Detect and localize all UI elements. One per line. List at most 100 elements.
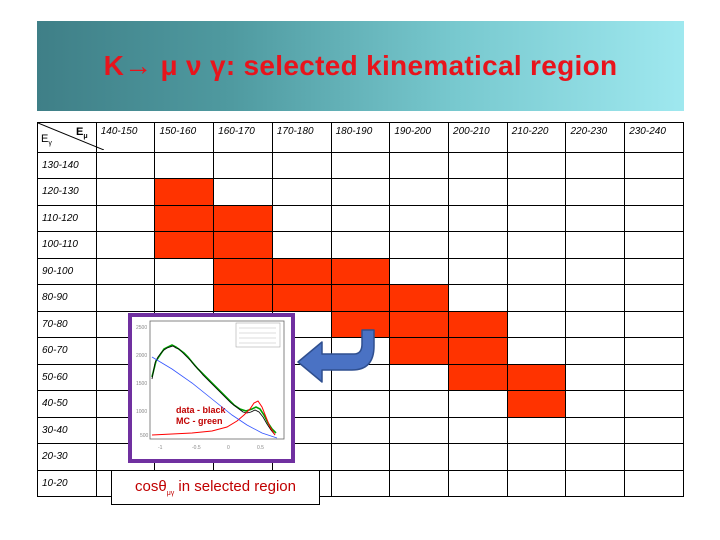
selected-cell (330, 284, 391, 312)
empty-cell (565, 363, 626, 391)
empty-cell (506, 416, 567, 444)
empty-cell (506, 443, 567, 471)
svg-text:0: 0 (227, 445, 230, 451)
empty-cell (448, 469, 508, 497)
empty-cell (624, 337, 684, 365)
empty-cell (624, 310, 684, 338)
row-label: 30-40 (37, 416, 97, 444)
table-row: 130-140 (37, 151, 684, 179)
selected-cell (271, 257, 332, 285)
row-label: 10-20 (37, 469, 97, 497)
plot-ticks: 2500 2000 1500 1000 500 -1 -0.5 0 0.5 (136, 325, 264, 451)
empty-cell (565, 310, 626, 338)
empty-cell (448, 416, 508, 444)
empty-cell (565, 443, 626, 471)
selected-cell (389, 337, 450, 365)
svg-text:-1: -1 (158, 445, 163, 451)
col-header: 210-220 (506, 122, 567, 153)
empty-cell (389, 231, 450, 259)
empty-cell (624, 204, 684, 232)
empty-cell (271, 151, 332, 179)
red-curve (151, 400, 276, 436)
cos-theta-plot-inset: 2500 2000 1500 1000 500 -1 -0.5 0 0.5 da… (128, 313, 295, 463)
table-row: 80-90 (37, 284, 684, 312)
empty-cell (624, 284, 684, 312)
corner-cell: Eμ Eγ (37, 122, 104, 153)
selected-cell (506, 363, 567, 391)
table-row: 70-80 (37, 310, 684, 338)
selected-cell (154, 178, 215, 206)
row-label: 80-90 (37, 284, 97, 312)
empty-cell (330, 390, 391, 418)
empty-cell (448, 231, 508, 259)
col-header: 150-160 (154, 122, 215, 153)
empty-cell (506, 231, 567, 259)
e-gamma-label: Eγ (41, 133, 52, 148)
empty-cell (389, 178, 450, 206)
empty-cell (448, 204, 508, 232)
empty-cell (506, 284, 567, 312)
empty-cell (389, 151, 450, 179)
svg-text:500: 500 (140, 433, 149, 439)
empty-cell (565, 178, 626, 206)
col-header: 140-150 (95, 122, 156, 153)
empty-cell (389, 443, 450, 471)
col-header: 230-240 (624, 122, 684, 153)
row-label: 90-100 (37, 257, 97, 285)
row-label: 20-30 (37, 443, 97, 471)
row-label: 60-70 (37, 337, 97, 365)
cos-theta-plot: 2500 2000 1500 1000 500 -1 -0.5 0 0.5 (136, 320, 285, 451)
table-row: 120-130 (37, 178, 684, 206)
col-header: 160-170 (213, 122, 273, 153)
selected-cell (213, 257, 273, 285)
empty-cell (330, 443, 391, 471)
empty-cell (506, 469, 567, 497)
empty-cell (330, 416, 391, 444)
empty-cell (565, 390, 626, 418)
corner-diagonal (38, 123, 104, 150)
plot-stat-box (235, 322, 281, 348)
row-label: 70-80 (37, 310, 97, 338)
data-curve (151, 345, 276, 436)
plot-stat-lines (239, 327, 276, 344)
empty-cell (448, 284, 508, 312)
empty-cell (213, 151, 273, 179)
svg-text:-0.5: -0.5 (192, 445, 201, 451)
empty-cell (95, 231, 156, 259)
empty-cell (624, 416, 684, 444)
col-header: 200-210 (448, 122, 508, 153)
empty-cell (154, 257, 215, 285)
mc-curve (151, 344, 277, 434)
selected-cell (213, 231, 273, 259)
col-header: 190-200 (389, 122, 450, 153)
svg-text:1000: 1000 (136, 409, 147, 415)
selected-cell (448, 310, 508, 338)
table-row: 110-120 (37, 204, 684, 232)
empty-cell (624, 151, 684, 179)
selected-cell (389, 310, 450, 338)
empty-cell (154, 151, 215, 179)
caption-box: cosθμγ in selected region (111, 470, 320, 505)
legend-mc: MC - green (176, 416, 223, 426)
empty-cell (448, 257, 508, 285)
empty-cell (389, 363, 450, 391)
header-row: Eμ Eγ 140-150 150-160 160-170 170-180 18… (37, 122, 684, 153)
empty-cell (506, 151, 567, 179)
empty-cell (506, 257, 567, 285)
empty-cell (624, 443, 684, 471)
empty-cell (624, 363, 684, 391)
legend-data: data - black (176, 405, 226, 415)
row-label: 130-140 (37, 151, 97, 179)
empty-cell (565, 337, 626, 365)
empty-cell (330, 151, 391, 179)
empty-cell (389, 204, 450, 232)
svg-text:0.5: 0.5 (257, 445, 264, 451)
empty-cell (95, 204, 156, 232)
curved-arrow-icon (297, 329, 375, 383)
caption-text: cosθμγ in selected region (135, 478, 296, 497)
empty-cell (389, 416, 450, 444)
selected-cell (506, 390, 567, 418)
empty-cell (330, 178, 391, 206)
empty-cell (624, 469, 684, 497)
row-label: 50-60 (37, 363, 97, 391)
